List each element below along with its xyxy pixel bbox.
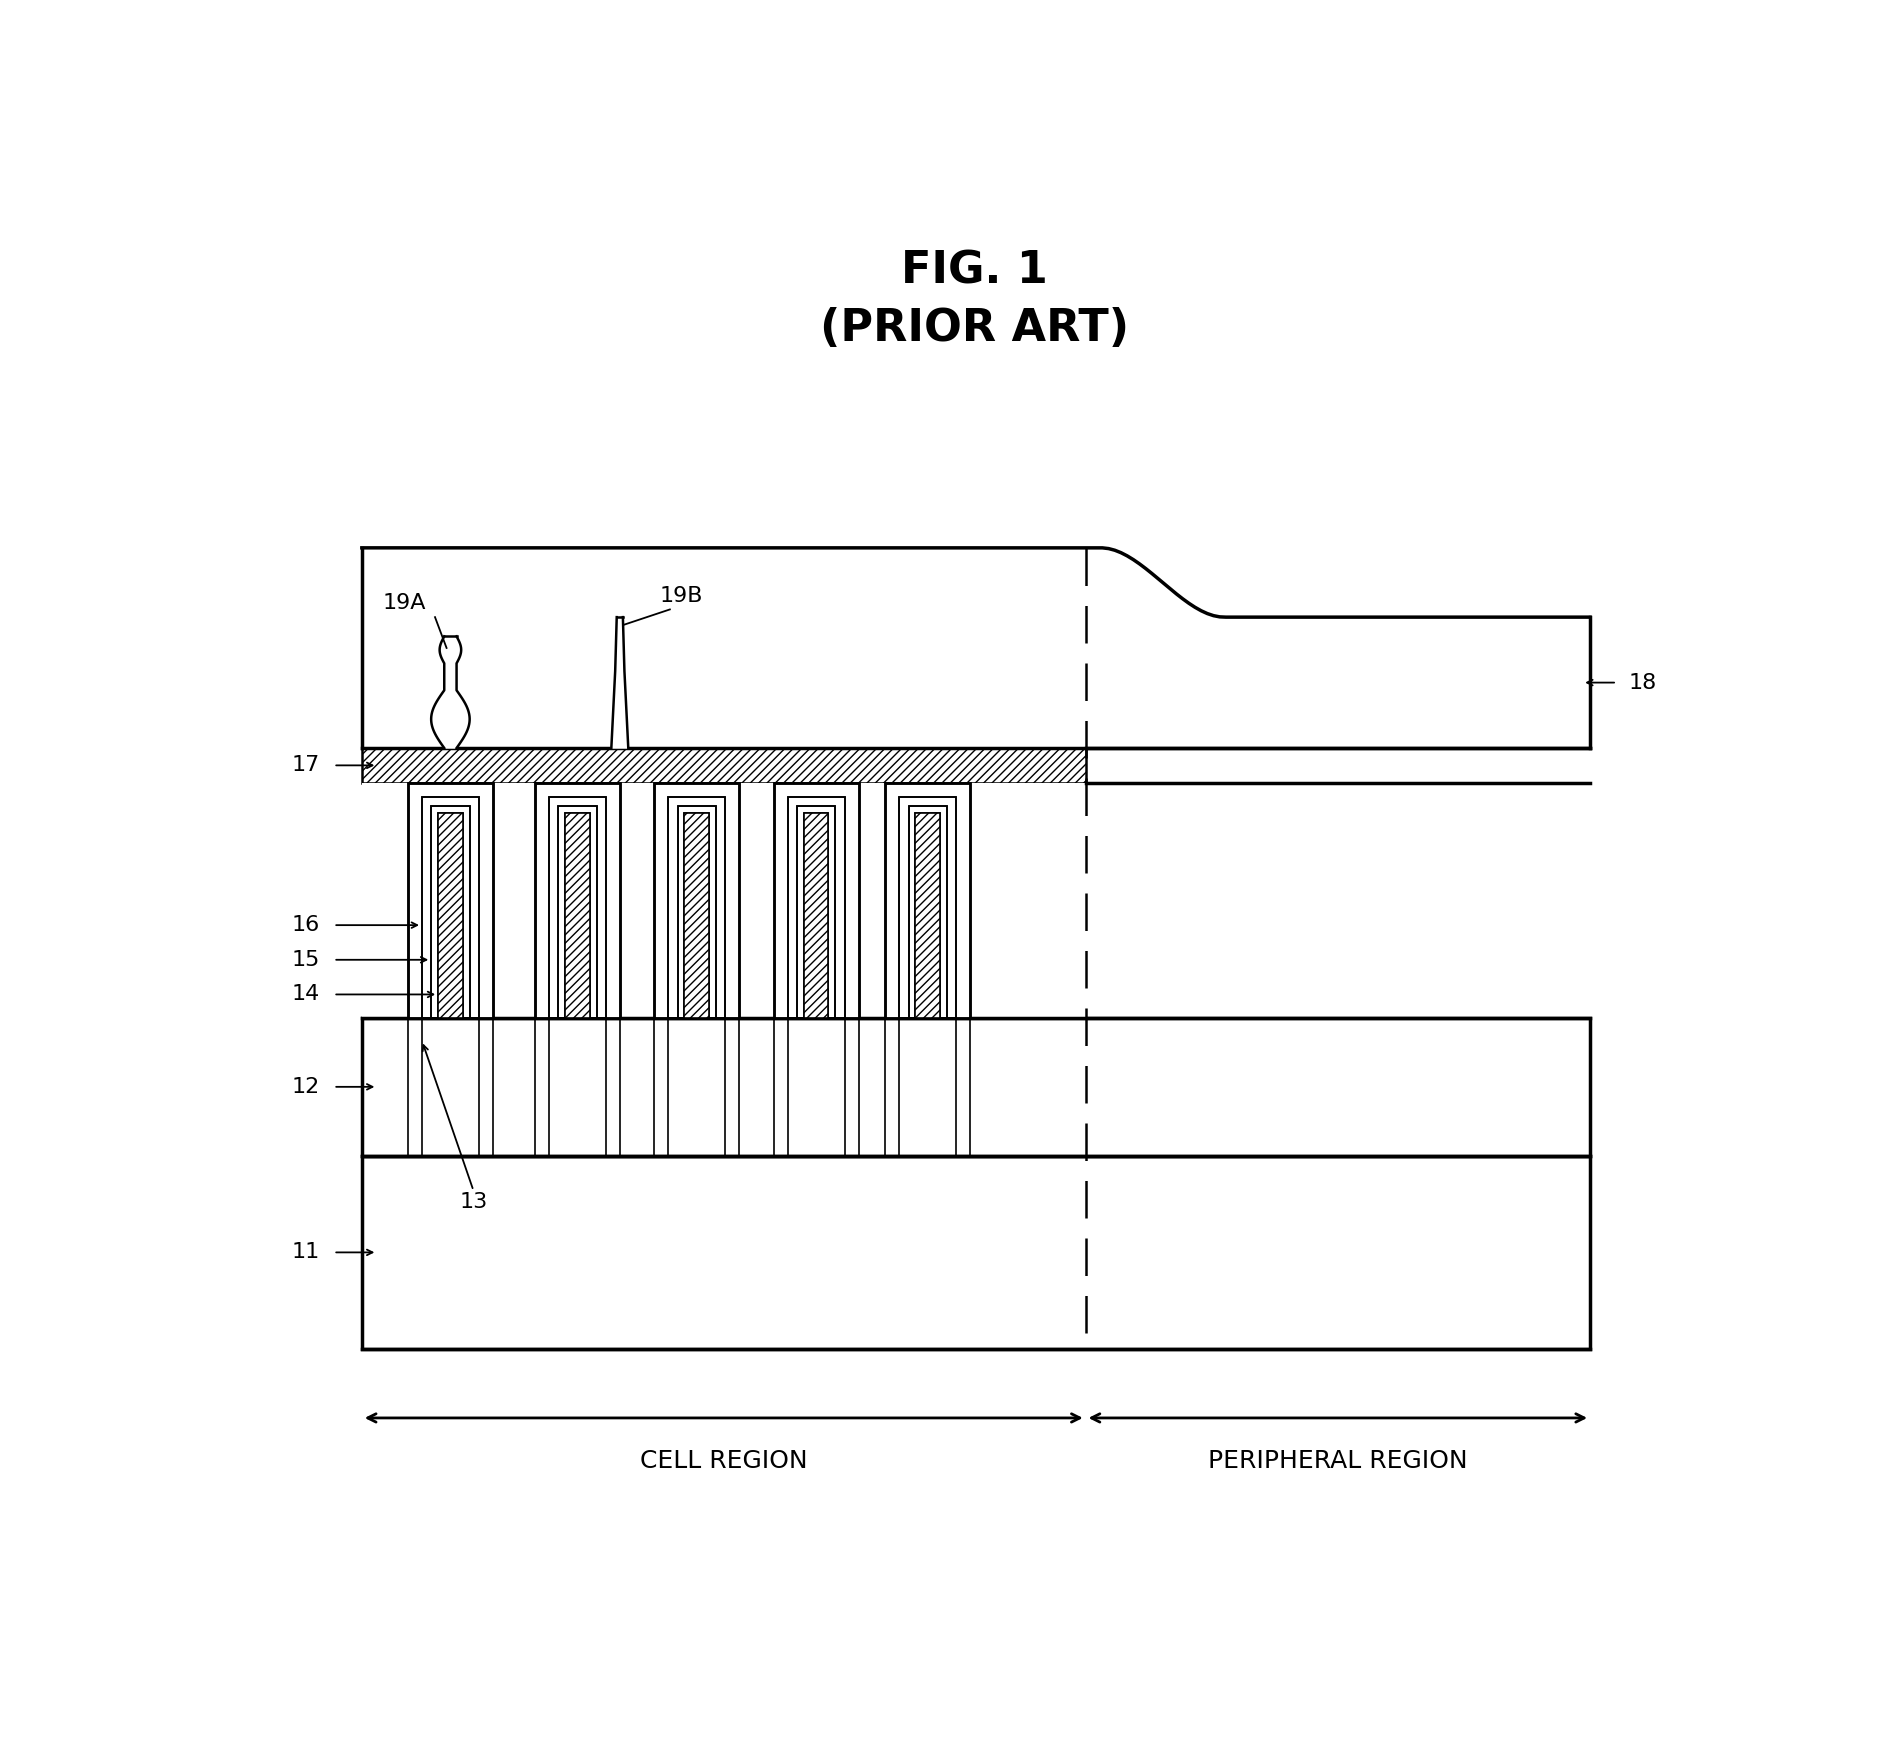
Text: 13: 13 xyxy=(460,1192,487,1212)
Bar xyxy=(565,814,590,1017)
Bar xyxy=(361,782,1086,1017)
Bar xyxy=(797,807,835,1017)
Bar xyxy=(361,747,1086,782)
Polygon shape xyxy=(432,636,470,747)
Text: 19B: 19B xyxy=(660,585,704,606)
Bar xyxy=(915,814,940,1017)
Bar xyxy=(550,796,607,1017)
Bar xyxy=(886,782,970,1017)
Bar xyxy=(550,796,607,1017)
Bar xyxy=(909,807,947,1017)
Bar xyxy=(900,796,957,1017)
Bar xyxy=(437,814,462,1017)
Text: (PRIOR ART): (PRIOR ART) xyxy=(820,307,1130,350)
Text: 14: 14 xyxy=(291,984,320,1005)
Text: 17: 17 xyxy=(291,756,320,775)
Text: 16: 16 xyxy=(291,915,320,935)
Polygon shape xyxy=(361,547,1590,747)
Bar xyxy=(668,796,725,1017)
Bar xyxy=(805,814,829,1017)
Bar xyxy=(915,814,940,1017)
Text: CELL REGION: CELL REGION xyxy=(639,1449,808,1472)
Bar xyxy=(677,807,715,1017)
Bar xyxy=(900,796,957,1017)
Bar xyxy=(774,782,858,1017)
Bar xyxy=(432,807,470,1017)
Bar xyxy=(685,814,709,1017)
Bar xyxy=(361,782,1086,1017)
Bar xyxy=(432,807,470,1017)
Bar xyxy=(422,796,479,1017)
Bar xyxy=(557,807,597,1017)
Bar xyxy=(900,796,957,1017)
Bar xyxy=(787,796,844,1017)
Text: PERIPHERAL REGION: PERIPHERAL REGION xyxy=(1208,1449,1468,1472)
Bar xyxy=(787,796,844,1017)
Bar xyxy=(534,782,620,1017)
Bar xyxy=(422,796,479,1017)
Bar xyxy=(565,814,590,1017)
Bar xyxy=(668,796,725,1017)
Bar xyxy=(557,807,597,1017)
Bar xyxy=(361,1017,1590,1157)
Bar xyxy=(550,796,607,1017)
Bar xyxy=(685,814,709,1017)
Polygon shape xyxy=(611,617,628,747)
Bar xyxy=(677,807,715,1017)
Bar xyxy=(886,782,970,1017)
Bar xyxy=(805,814,829,1017)
Bar xyxy=(654,782,740,1017)
Bar xyxy=(668,796,725,1017)
Bar xyxy=(909,807,947,1017)
Bar xyxy=(437,814,462,1017)
Text: FIG. 1: FIG. 1 xyxy=(902,249,1048,293)
Bar xyxy=(409,782,493,1017)
Bar xyxy=(422,796,479,1017)
Bar xyxy=(774,782,858,1017)
Text: 18: 18 xyxy=(1628,672,1657,693)
Text: 15: 15 xyxy=(291,949,320,970)
Bar xyxy=(409,782,493,1017)
Bar xyxy=(787,796,844,1017)
Bar xyxy=(654,782,740,1017)
Text: 11: 11 xyxy=(291,1242,320,1263)
Text: 19A: 19A xyxy=(382,594,426,613)
Bar xyxy=(361,1157,1590,1348)
Bar xyxy=(534,782,620,1017)
Text: 12: 12 xyxy=(291,1077,320,1097)
Bar xyxy=(797,807,835,1017)
